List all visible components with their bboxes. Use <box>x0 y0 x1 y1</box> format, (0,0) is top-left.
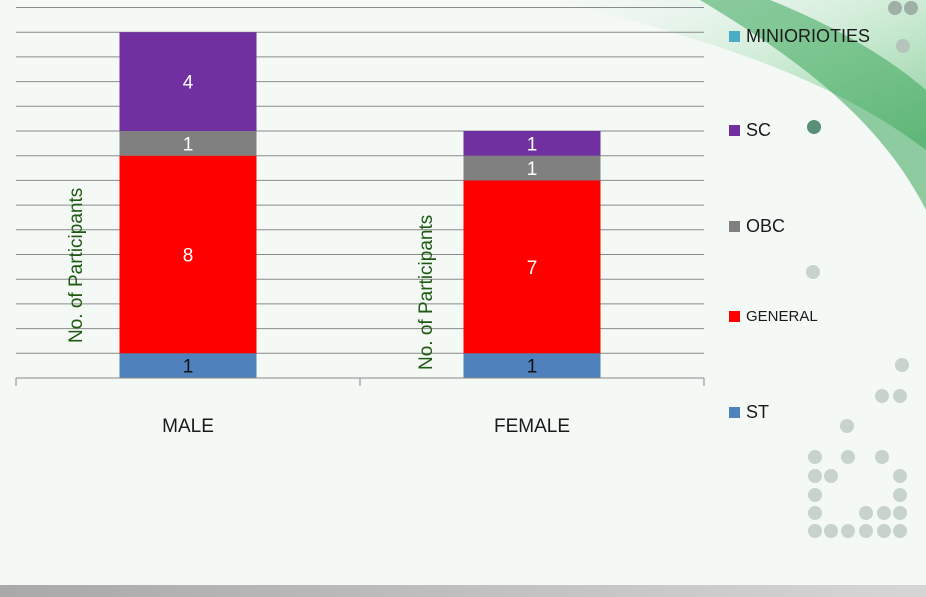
legend-swatch <box>729 125 740 136</box>
bar-male-sc <box>119 32 257 132</box>
bar-female-st <box>463 353 601 378</box>
legend-swatch <box>729 407 740 418</box>
bar-female-obc <box>463 155 601 181</box>
data-label: 1 <box>527 159 538 180</box>
bar-male-st <box>119 353 257 378</box>
green-swoosh-strong <box>700 0 926 210</box>
data-label: 4 <box>183 73 194 94</box>
legend-label: OBC <box>746 216 786 236</box>
data-label: 1 <box>183 357 194 378</box>
data-label: 1 <box>527 134 538 155</box>
legend: MINIORIOTIES SC OBC GENERAL ST <box>729 0 926 440</box>
data-label: 7 <box>527 258 538 279</box>
bar-female-sc <box>463 131 601 156</box>
data-label: 1 <box>527 357 538 378</box>
legend-label: GENERAL <box>746 308 818 325</box>
legend-label: SC <box>746 120 772 140</box>
legend-item-general: GENERAL <box>729 308 818 325</box>
y-axis-label-female: No. of Participants <box>416 214 437 370</box>
category-label-male: MALE <box>162 416 214 437</box>
bar-group <box>119 32 601 378</box>
legend-item-st: ST <box>729 402 769 423</box>
legend-swatch <box>729 311 740 322</box>
data-label: 1 <box>183 134 194 155</box>
bar-male-obc <box>119 131 257 156</box>
legend-label: MINIORIOTIES <box>746 26 871 46</box>
bar-male-general <box>119 155 257 354</box>
data-labels: 1 8 1 4 1 7 1 1 <box>183 73 538 378</box>
legend-item-sc: SC <box>729 120 771 141</box>
category-label-female: FEMALE <box>493 416 571 437</box>
bar-female-general <box>463 180 601 354</box>
legend-item-minorities: MINIORIOTIES <box>729 26 870 47</box>
data-label: 8 <box>183 246 194 267</box>
legend-item-obc: OBC <box>729 216 785 237</box>
dot-decoration <box>806 1 918 538</box>
y-axis-label-male: No. of Participants <box>66 187 87 343</box>
legend-swatch <box>729 221 740 232</box>
bottom-bar <box>0 585 926 597</box>
gridlines <box>16 7 704 354</box>
legend-swatch <box>729 31 740 42</box>
legend-label: ST <box>746 402 770 422</box>
